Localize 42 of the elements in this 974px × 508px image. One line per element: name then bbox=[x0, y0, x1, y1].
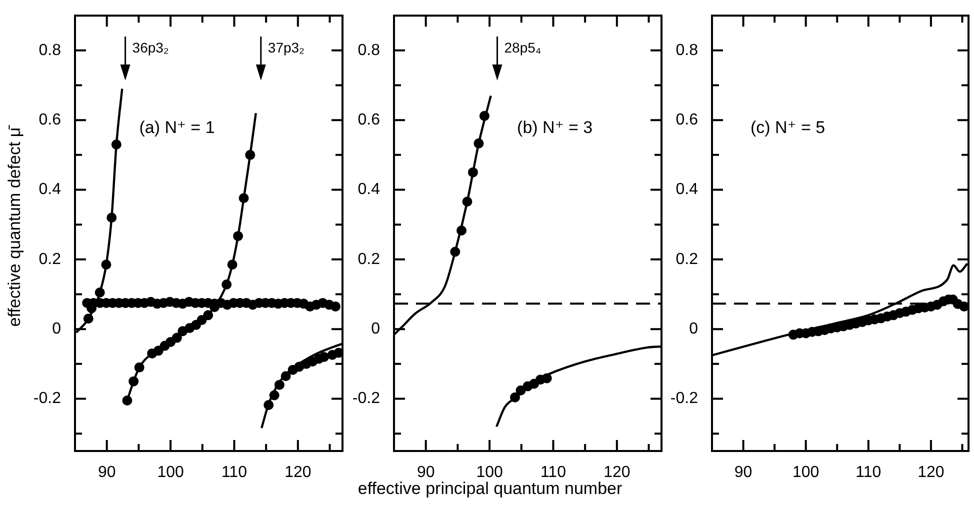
y-tick-label: 0.2 bbox=[38, 250, 62, 268]
x-tick-label: 90 bbox=[98, 464, 116, 482]
y-tick-label: 0.6 bbox=[38, 112, 62, 128]
y-tick-label: 0.6 bbox=[676, 112, 698, 128]
x-tick-label: 110 bbox=[540, 464, 566, 482]
x-axis-title: effective principal quantum number bbox=[358, 479, 622, 499]
y-tick-label: 0 bbox=[52, 320, 62, 338]
y-tick-label: 0.6 bbox=[358, 112, 380, 128]
annotation: (a) N⁺ = 1 bbox=[139, 118, 215, 137]
y-tick-label: 0.8 bbox=[676, 42, 698, 59]
y-tick-label: 0.4 bbox=[358, 181, 380, 198]
y-tick-label: 0.8 bbox=[358, 42, 380, 59]
y-tick-label: -0.2 bbox=[352, 390, 380, 408]
y-tick-label: 0.4 bbox=[38, 181, 62, 198]
x-tick-label: 90 bbox=[734, 464, 752, 482]
annotation: (b) N⁺ = 3 bbox=[517, 118, 593, 137]
y-tick-label: 0.2 bbox=[676, 250, 698, 268]
x-tick-label: 90 bbox=[416, 464, 435, 482]
annotation: 28p5₄ bbox=[504, 39, 542, 56]
point bbox=[330, 301, 340, 312]
annotation: (c) N⁺ = 5 bbox=[750, 118, 826, 137]
x-tick-label: 100 bbox=[157, 464, 184, 482]
y-tick-label: -0.2 bbox=[670, 390, 698, 408]
annotation: 36p3₂ bbox=[132, 39, 169, 56]
y-tick-label: 0 bbox=[689, 320, 698, 338]
x-tick-label: 100 bbox=[476, 464, 503, 482]
annotation: 37p3₂ bbox=[268, 39, 305, 56]
x-tick-label: 100 bbox=[792, 464, 820, 482]
y-tick-label: 0.8 bbox=[38, 42, 62, 59]
y-tick-label: -0.2 bbox=[33, 390, 62, 408]
y-axis-title: effective quantum defect μ̄ bbox=[5, 127, 25, 327]
y-tick-label: 0 bbox=[371, 320, 380, 338]
x-tick-label: 120 bbox=[604, 464, 630, 482]
x-tick-label: 120 bbox=[284, 464, 312, 482]
point bbox=[334, 348, 342, 358]
x-tick-label: 110 bbox=[221, 464, 248, 482]
x-tick-label: 120 bbox=[918, 464, 944, 482]
x-tick-label: 110 bbox=[856, 464, 882, 482]
y-tick-label: 0.4 bbox=[676, 181, 698, 198]
point bbox=[959, 301, 968, 312]
point bbox=[319, 352, 330, 362]
y-tick-label: 0.2 bbox=[358, 250, 380, 268]
